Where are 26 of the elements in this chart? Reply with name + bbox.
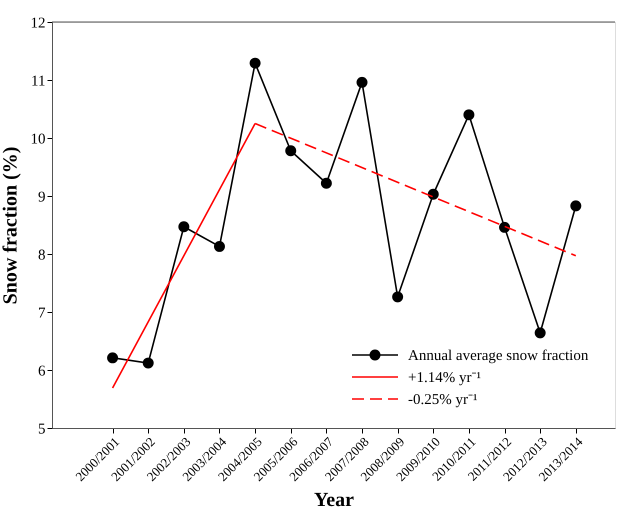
point [392,291,404,302]
legend-label: -0.25% yr⁻¹ [408,392,478,408]
y-tick-label: 6 [38,364,46,380]
point [570,200,582,212]
y-axis-title: Snow fraction (%) [0,146,22,304]
legend-label: +1.14% yr⁻¹ [408,370,481,386]
point [178,221,190,232]
y-tick-label: 5 [38,422,46,438]
legend-label: Annual average snow fraction [408,348,589,364]
point [463,109,474,120]
y-tick-label: 8 [38,248,46,264]
point [250,58,261,69]
point [285,145,296,156]
point [499,222,510,233]
point [534,327,546,338]
y-tick-label: 11 [31,74,46,90]
point [320,178,332,189]
point [107,352,118,364]
y-tick-label: 7 [38,306,46,322]
point [356,76,368,88]
y-tick-label: 12 [30,16,46,32]
y-tick-label: 10 [30,132,46,148]
point [142,358,154,369]
point [214,240,225,252]
y-tick-label: 9 [38,190,46,206]
x-axis-title: Year [314,489,354,512]
